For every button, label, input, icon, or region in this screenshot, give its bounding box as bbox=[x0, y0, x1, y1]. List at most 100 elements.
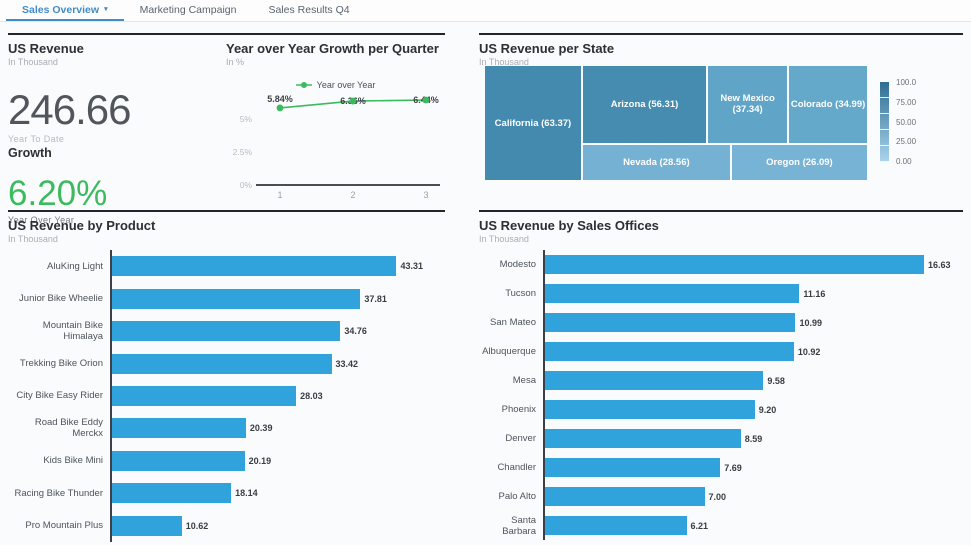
treemap-tile-colorado[interactable]: Colorado (34.99) bbox=[788, 65, 868, 144]
bar-row: Pro Mountain Plus 10.62 bbox=[8, 509, 439, 542]
tile-label: Colorado (34.99) bbox=[790, 98, 866, 110]
value-label: 28.03 bbox=[300, 390, 323, 401]
treemap-tile-arizona[interactable]: Arizona (56.31) bbox=[581, 65, 708, 144]
us-revenue-section: US Revenue In Thousand 246.66 Year To Da… bbox=[8, 33, 445, 225]
treemap-tile-nevada[interactable]: Nevada (28.56) bbox=[581, 143, 731, 181]
value-label: 34.76 bbox=[344, 326, 367, 337]
value-label: 16.63 bbox=[928, 259, 951, 270]
y-axis-tick: 5% bbox=[240, 114, 253, 124]
kpi-value-caption: Year To Date bbox=[8, 134, 65, 144]
chevron-down-icon[interactable]: ▾ bbox=[104, 6, 108, 13]
data-point[interactable] bbox=[276, 104, 284, 112]
value-label: 7.69 bbox=[724, 462, 742, 473]
bar-tucson[interactable] bbox=[545, 284, 800, 303]
bar-row: Racing Bike Thunder 18.14 bbox=[8, 477, 439, 510]
bar-junior-bike-wheelie[interactable] bbox=[112, 288, 361, 309]
data-point[interactable] bbox=[422, 96, 430, 104]
bar-row: Albuquerque 10.92 bbox=[479, 337, 957, 366]
bar-mesa[interactable] bbox=[545, 371, 764, 390]
bar-track: 28.03 bbox=[110, 379, 439, 413]
category-label: San Mateo bbox=[490, 317, 536, 328]
bar-aluking-light[interactable] bbox=[112, 256, 397, 277]
value-label: 6.21 bbox=[690, 520, 709, 531]
treemap-tile-new-mexico[interactable]: New Mexico (37.34) bbox=[707, 65, 789, 144]
category-label: AluKing Light bbox=[47, 260, 103, 272]
bar-row: AluKing Light 43.31 bbox=[8, 250, 439, 283]
tab-marketing-campaign[interactable]: Marketing Campaign bbox=[124, 0, 253, 21]
kpi-subtitle: In Thousand bbox=[8, 57, 58, 67]
bar-track: 16.63 bbox=[543, 250, 957, 279]
treemap-tile-california[interactable]: California (63.37) bbox=[484, 65, 582, 181]
bar-mountain-bike-himalaya[interactable] bbox=[112, 321, 341, 342]
treemap-color-legend bbox=[880, 82, 889, 162]
bar-denver[interactable] bbox=[545, 429, 741, 448]
bar-trekking-bike-orion[interactable] bbox=[112, 353, 332, 374]
tile-label: Arizona (56.31) bbox=[610, 98, 679, 110]
value-label: 10.62 bbox=[185, 520, 209, 531]
tab-label: Sales Results Q4 bbox=[268, 3, 350, 16]
bar-row: San Mateo 10.99 bbox=[479, 308, 957, 337]
bar-chandler[interactable] bbox=[545, 458, 721, 477]
chart-subtitle: In % bbox=[226, 57, 245, 67]
bar-row: Mesa 9.58 bbox=[479, 366, 957, 395]
revenue-by-sales-offices-section: US Revenue by Sales Offices In Thousand … bbox=[479, 210, 963, 542]
category-label: Phoenix bbox=[501, 404, 536, 415]
category-label: Mountain Bike Himalaya bbox=[42, 320, 103, 343]
data-point[interactable] bbox=[349, 97, 357, 105]
tab-label: Sales Overview bbox=[22, 3, 100, 16]
bar-track: 37.81 bbox=[110, 282, 439, 315]
legend-tick: 100.0 bbox=[896, 78, 917, 87]
growth-caption: Year Over Year bbox=[8, 215, 75, 225]
value-label: 43.31 bbox=[400, 261, 424, 272]
chart-title: US Revenue by Sales Offices bbox=[479, 218, 659, 233]
bar-track: 11.16 bbox=[543, 279, 957, 308]
category-label: Tucson bbox=[505, 288, 536, 299]
x-axis-tick: 1 bbox=[277, 190, 282, 200]
bar-track: 43.31 bbox=[110, 250, 439, 283]
bar-row: Denver 8.59 bbox=[479, 424, 957, 453]
state-treemap: California (63.37) Arizona (56.31) New Mex… bbox=[484, 65, 868, 181]
tab-sales-results-q4[interactable]: Sales Results Q4 bbox=[252, 0, 365, 21]
bar-kids-bike-mini[interactable] bbox=[112, 450, 245, 471]
category-label: Denver bbox=[505, 433, 536, 444]
bar-phoenix[interactable] bbox=[545, 400, 755, 419]
bar-albuquerque[interactable] bbox=[545, 342, 794, 361]
treemap-tile-oregon[interactable]: Oregon (26.09) bbox=[730, 143, 868, 181]
chart-legend: Year over Year bbox=[226, 80, 445, 90]
bar-row: Junior Bike Wheelie 37.81 bbox=[8, 282, 439, 315]
legend-marker-icon bbox=[295, 82, 312, 88]
bar-track: 8.59 bbox=[543, 424, 957, 453]
value-label: 37.81 bbox=[364, 293, 387, 304]
bar-track: 20.39 bbox=[110, 412, 439, 445]
bar-row: Modesto 16.63 bbox=[479, 250, 957, 279]
bar-san-mateo[interactable] bbox=[545, 313, 796, 332]
y-axis-tick: 0% bbox=[240, 180, 253, 190]
category-label: Chandler bbox=[497, 462, 536, 473]
bar-palo-alto[interactable] bbox=[545, 487, 705, 506]
bar-track: 9.20 bbox=[543, 395, 957, 424]
bar-pro-mountain-plus[interactable] bbox=[112, 515, 182, 536]
bar-track: 6.21 bbox=[543, 511, 957, 540]
bar-city-bike-easy-rider[interactable] bbox=[112, 385, 297, 406]
legend-tick: 75.00 bbox=[896, 97, 917, 107]
bar-racing-bike-thunder[interactable] bbox=[112, 483, 232, 504]
office-bar-chart: Modesto 16.63 Tucson 11.16 San Mateo 10.99 Alb… bbox=[479, 250, 957, 540]
category-label: Junior Bike Wheelie bbox=[19, 293, 103, 305]
data-point-label: 5.84% bbox=[267, 94, 293, 104]
tile-label: New Mexico (37.34) bbox=[720, 93, 775, 116]
bar-track: 7.00 bbox=[543, 482, 957, 511]
growth-heading: Growth bbox=[8, 146, 52, 160]
tile-label: Oregon (26.09) bbox=[766, 156, 833, 168]
tile-label: California (63.37) bbox=[494, 117, 572, 129]
bar-santa-barbara[interactable] bbox=[545, 516, 687, 535]
category-label: Mesa bbox=[512, 375, 536, 386]
bar-modesto[interactable] bbox=[545, 255, 925, 274]
value-label: 20.19 bbox=[248, 455, 272, 466]
bar-road-bike-eddy-merckx[interactable] bbox=[112, 418, 246, 439]
value-label: 8.59 bbox=[744, 433, 763, 444]
bar-row: Chandler 7.69 bbox=[479, 453, 957, 482]
revenue-by-product-section: US Revenue by Product In Thousand AluKin… bbox=[8, 210, 445, 542]
tab-sales-overview[interactable]: Sales Overview ▾ bbox=[6, 0, 124, 21]
bar-track: 34.76 bbox=[110, 314, 439, 348]
